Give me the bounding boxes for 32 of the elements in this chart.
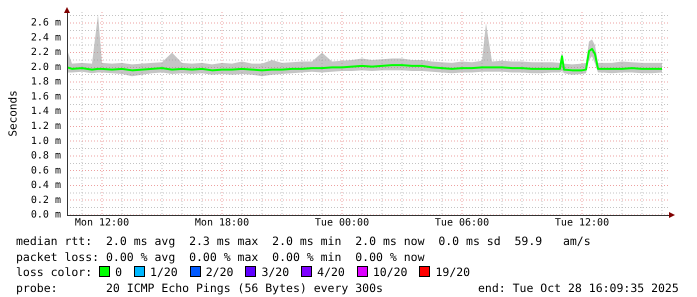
y-tick-label: 2.4 m: [30, 32, 61, 44]
y-tick-label: 2.2 m: [30, 47, 61, 58]
y-tick-label: 0.6 m: [30, 165, 61, 176]
legend-title: loss color:: [16, 265, 94, 279]
x-tick-label: Mon 12:00: [74, 218, 130, 229]
y-tick-label: 1.2 m: [30, 121, 61, 132]
y-tick-label: 2.0 m: [30, 62, 61, 73]
x-tick-label: Tue 00:00: [314, 218, 370, 229]
legend-label: 3/20: [260, 265, 290, 279]
y-tick-label: 0.8 m: [30, 150, 61, 162]
x-tick-label: Tue 12:00: [554, 218, 610, 229]
y-tick-label: 1.4 m: [30, 106, 61, 118]
legend-label: 2/20: [204, 265, 234, 279]
y-tick-label: 1.8 m: [30, 76, 61, 88]
text: end: Tue Oct 28 16:09:35 2025: [478, 280, 679, 294]
text: probe: 20 ICMP Echo Pings (56 Bytes) every 300s: [16, 280, 383, 294]
legend-label: 10/20: [372, 265, 408, 279]
legend-label: 4/20: [316, 265, 345, 279]
legend-label: 1/20: [149, 265, 178, 279]
y-axis-title: Seconds: [6, 90, 20, 137]
y-tick-label: 1.6 m: [30, 91, 61, 102]
x-tick-label: Tue 06:00: [434, 218, 490, 229]
y-tick-label: 0.0 m: [30, 210, 61, 221]
y-tick-label: 0.2 m: [30, 194, 61, 206]
legend-label: 0: [114, 265, 122, 279]
text: packet loss: 0.00 % avg 0.00 % max 0.00 % min 0.00 % now: [16, 250, 424, 264]
text: median rtt: 2.0 ms avg 2.3 ms max 2.0 ms min 2.0 ms now 0.0 ms sd 59.9 am/s: [16, 234, 591, 248]
y-tick-label: 2.6 m: [30, 18, 61, 29]
x-tick-label: Mon 18:00: [194, 218, 250, 229]
legend-label: 19/20: [434, 265, 470, 279]
y-tick-label: 1.0 m: [30, 136, 61, 147]
y-tick-label: 0.4 m: [30, 180, 61, 192]
